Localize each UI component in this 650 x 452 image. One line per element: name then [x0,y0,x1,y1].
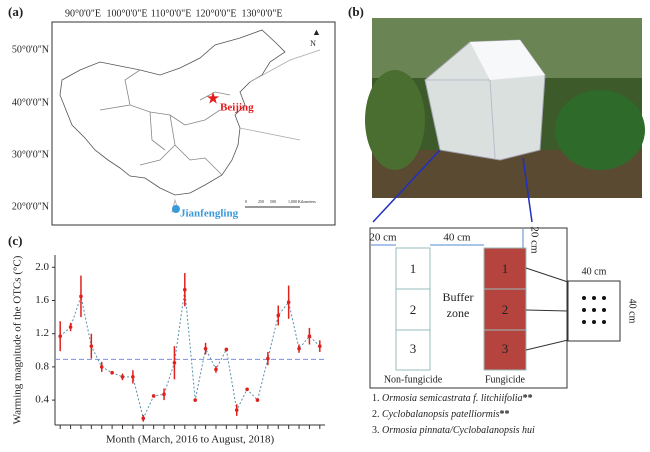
dimension: 20 cm [369,232,397,244]
point [245,387,249,392]
lon-label: 110°0'0"E [151,8,192,19]
dimension: 40 cm [443,232,471,244]
arrow [522,157,533,223]
buffer-label: Buffer [442,290,473,304]
point [234,408,239,412]
city-label: Beijing [220,102,254,114]
point [110,370,114,375]
point [255,398,260,402]
y-axis-label: Warming magnitude of the OTCs (°C) [12,255,24,424]
y-tick-label: 1.2 [35,327,49,339]
scale-tick: 0 [245,199,247,204]
cell-label: 1 [502,261,509,276]
y-tick-label: 0.4 [35,394,49,406]
cell-label: 2 [410,302,417,317]
point [276,313,281,318]
species-item: 1. Ormosia semicastrata f. litchiifolia*… [372,393,533,404]
buffer-label: zone [447,306,470,320]
point [89,344,94,348]
lat-label: 40°0'0"N [12,97,49,108]
point [286,300,291,304]
north-arrow: ▲ [312,27,321,37]
lon-label: 100°0'0"E [107,8,148,19]
point [183,287,187,292]
point [214,367,218,372]
point [151,394,156,398]
plot-diagram [369,227,621,389]
point [58,334,62,338]
group-label: Non-fungicide [384,374,443,385]
y-tick-label: 2.0 [35,261,49,273]
point [203,346,208,351]
y-tick-label: 0.8 [35,360,49,372]
lat-label: 50°0'0"N [12,44,49,55]
group-label: Fungicide [485,374,526,385]
point [266,356,270,361]
cell-label: 1 [410,261,417,276]
point [307,334,312,338]
scale-tick: 500 [270,199,276,204]
point [141,416,146,421]
panel-label: (c) [8,233,22,248]
scale-tick: 1,000 Kilometers [288,199,316,205]
site-marker [172,205,180,213]
map-frame [51,21,336,226]
species-item: 2. Cyclobalanopsis patelliormis** [372,409,510,420]
lon-label: 90°0'0"E [65,8,101,19]
north-label: N [310,39,316,48]
lon-label: 130°0'0"E [242,8,283,19]
species-item: 3. Ormosia pinnata/Cyclobalanopsis hui [372,425,535,436]
cell-label: 3 [502,341,509,356]
y-tick-label: 1.6 [35,294,49,306]
panel-label: (a) [8,4,23,19]
arrow [372,149,441,223]
point [99,365,104,369]
cell-label: 2 [502,302,509,317]
dimension: 20 cm [528,226,540,254]
point [224,347,229,352]
point [297,346,301,351]
lat-label: 20°0'0"N [12,201,49,212]
city-star: ★ [206,91,220,108]
trend-line [59,289,321,420]
lon-label: 120°0'0"E [196,8,237,19]
point [193,398,197,402]
lat-label: 30°0'0"N [12,149,49,160]
x-axis-label: Month (March, 2016 to August, 2018) [106,434,275,446]
point [172,360,177,365]
scale-tick: 250 [258,199,264,204]
point [318,344,322,348]
point [68,325,73,329]
dimension: 40 cm [582,266,607,277]
photo [365,18,645,198]
point [131,375,135,379]
point [120,375,125,379]
cell-label: 3 [410,341,417,356]
point [79,294,83,299]
site-label: Jianfengling [180,208,239,220]
dimension: 40 cm [627,299,638,324]
panel-label: (b) [348,4,364,19]
point [162,392,166,397]
